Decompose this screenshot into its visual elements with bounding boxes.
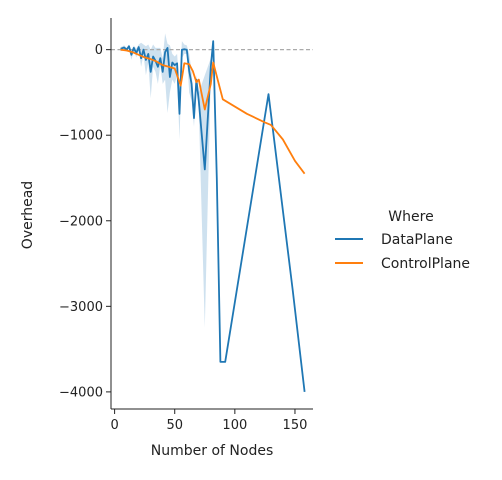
axes <box>110 18 313 410</box>
legend-label-dataplane: DataPlane <box>381 232 453 248</box>
y-tick-label: −4000 <box>59 385 103 400</box>
x-tick-label: 0 <box>110 418 118 433</box>
series-line-dataplane <box>120 40 306 393</box>
y-tick-label: −2000 <box>59 214 103 229</box>
y-tick-label: 0 <box>95 43 103 58</box>
legend-label-controlplane: ControlPlane <box>381 256 470 272</box>
series-line-controlplane <box>120 48 306 175</box>
x-tick-label: 100 <box>222 418 247 433</box>
dataplane-band-area <box>120 33 305 392</box>
x-axis-label: Number of Nodes <box>151 443 273 459</box>
y-axis-label: Overhead <box>20 181 36 249</box>
y-ticks: 0 −1000 −2000 −3000 −4000 <box>59 43 111 400</box>
x-ticks: 0 50 100 150 <box>110 409 307 433</box>
y-tick-label: −3000 <box>59 300 103 315</box>
dataplane-confidence-band <box>120 33 305 392</box>
x-tick-label: 50 <box>166 418 183 433</box>
legend-title: Where <box>388 209 433 225</box>
legend: Where DataPlane ControlPlane <box>335 209 470 272</box>
x-tick-label: 150 <box>283 418 308 433</box>
series-lines <box>120 40 306 393</box>
y-tick-label: −1000 <box>59 129 103 144</box>
